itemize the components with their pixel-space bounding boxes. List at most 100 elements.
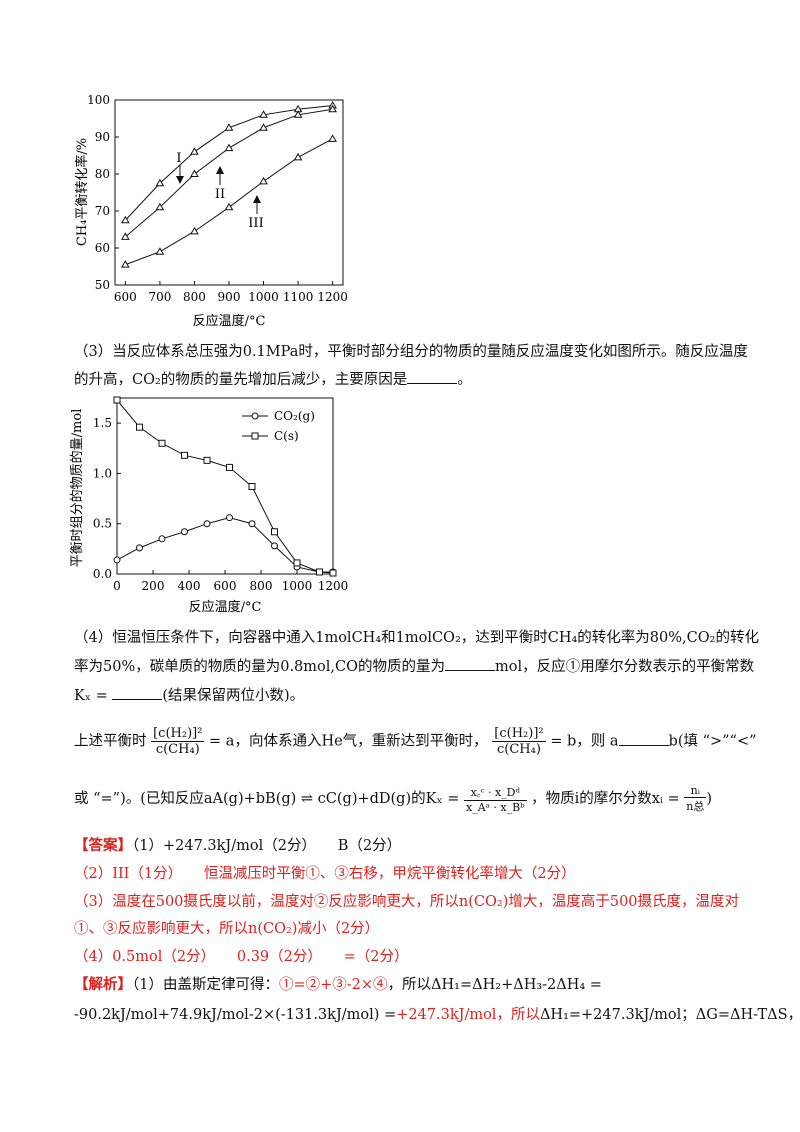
series-c-point: [181, 451, 188, 459]
series-co2-point: [113, 556, 121, 564]
series-III-line: [125, 138, 333, 266]
frac-h2-ch4-b: [c(H₂)]² c(CH₄): [492, 726, 546, 757]
moles-vs-temperature-chart: 0 200 400 600 800 1000 1200 0.0 0.5 1.0 1.5 CO₂(g)…: [69, 396, 349, 615]
chart2-ytick-label: 0.0: [93, 567, 112, 581]
series-III-point: [259, 176, 268, 185]
series-III-point: [293, 152, 303, 161]
q4-line1: （4）恒温恒压条件下，向容器中通入1molCH₄和1molCO₂，达到平衡时CH…: [74, 630, 759, 646]
series-c-point: [226, 463, 233, 471]
chart1-ytick-label: 70: [95, 204, 110, 218]
chart2-xtick-label: 1200: [318, 579, 349, 593]
chart1-xtick-label: 700: [148, 290, 171, 304]
chart2-xlabel: 反应温度/°C: [189, 599, 262, 615]
frac-h2-ch4-a: [c(H₂)]² c(CH₄): [151, 726, 205, 757]
chart1-xtick-label: 1200: [317, 290, 348, 304]
chart1-xtick-label: 1100: [283, 290, 314, 304]
series-III-point: [190, 226, 199, 235]
chart2-xtick-label: 600: [214, 579, 237, 593]
q4-line4: 上述平衡时 [c(H₂)]² c(CH₄) = a，向体系通入He气，重新达到平衡…: [74, 726, 757, 757]
chart2-frame: [116, 397, 334, 575]
series-co2-point: [226, 514, 233, 522]
q3-line1: （3）当反应体系总压强为0.1MPa时，平衡时部分组分的物质的量随反应温度变化如…: [74, 344, 748, 360]
chart1-xtick-label: 1000: [248, 290, 279, 304]
series-I-point: [155, 178, 165, 187]
series-c-point: [158, 439, 166, 447]
q3-answer-blank[interactable]: [407, 369, 458, 384]
chart2-legend: CO₂(g) C(s): [242, 409, 315, 443]
chart1-ytick-label: 100: [87, 93, 110, 107]
series-c-point: [136, 423, 143, 431]
q4-kx-blank[interactable]: [112, 685, 163, 700]
chart2-ylabel: 平衡时组分的物质的量/mol: [69, 409, 85, 568]
chart1-xlabel: 反应温度/°C: [193, 313, 266, 329]
chart2-xtick-label: 1000: [282, 579, 313, 593]
series-I-point: [190, 147, 199, 155]
answer-line2: （2）III（1分） 恒温减压时平衡①、③右移，甲烷平衡转化率增大（2分）: [74, 866, 576, 882]
analysis-label: 【解析】: [74, 976, 132, 993]
chart1-xtick-label: 600: [114, 290, 137, 304]
svg-text:I: I: [176, 151, 181, 166]
series-II-point: [224, 143, 234, 152]
chart2-xtick-label: 400: [178, 579, 201, 593]
series-I-point: [120, 215, 130, 224]
svg-text:III: III: [248, 216, 263, 231]
answer-line3a: （3）温度在500摄氏度以前，温度对②反应影响更大，所以n(CO₂)增大，温度高…: [74, 894, 740, 910]
series-co2-point: [271, 542, 278, 550]
q4-line5: 或 “=”)。(已知反应aA(g)+bB(g) ⇌ cC(g)+dD(g)的Kₓ…: [74, 784, 713, 814]
series-II-point: [328, 104, 338, 113]
series-c-point: [203, 456, 211, 464]
ch4-conversion-chart: 600 700 800 900 1000 1100 1200 50 60 70 80 90 100 反应…: [74, 93, 348, 329]
series-co2-point: [136, 544, 143, 552]
series-co2-point: [158, 535, 166, 543]
chart1-xtick-label: 800: [183, 290, 206, 304]
series-I-point: [259, 110, 268, 118]
chart2-ytick-label: 1.5: [93, 416, 112, 430]
q3-line2: 的升高，CO₂的物质的量先增加后减少，主要原因是。: [74, 368, 472, 389]
series-c-point: [271, 528, 278, 536]
series-co2-point: [181, 528, 188, 536]
series-II-point: [155, 202, 165, 211]
svg-text:II: II: [215, 187, 225, 202]
label-II: II: [215, 166, 225, 202]
q4-line3: Kₓ = (结果保留两位小数)。: [74, 684, 304, 705]
frac-kx: x꜀ᶜ · x_Dᵈ x_Aᵃ · x_Bᵇ: [463, 785, 527, 814]
series-III-point: [224, 202, 234, 211]
series-III-point: [328, 134, 338, 142]
series-III-point: [120, 260, 130, 268]
label-III: III: [248, 195, 264, 231]
answer-line1: 【答案】（1）+247.3kJ/mol（2分） B（2分）: [74, 837, 402, 854]
series-c-point: [293, 559, 301, 567]
series-II-point: [120, 232, 130, 240]
q4-compare-blank[interactable]: [618, 731, 669, 746]
chart2-ytick-label: 0.5: [93, 517, 112, 531]
chart1-ytick-label: 90: [95, 130, 110, 144]
analysis-line1: 【解析】（1）由盖斯定律可得：①=②+③-2×④，所以ΔH₁=ΔH₂+ΔH₃-2…: [74, 976, 602, 993]
series-I-point: [224, 123, 234, 131]
chart1-ylabel: CH₄平衡转化率/%: [74, 138, 90, 246]
chart1-ytick-label: 80: [95, 167, 110, 181]
series-III-point: [155, 247, 165, 255]
series-II-point: [293, 110, 303, 118]
q4-co-blank[interactable]: [445, 656, 495, 671]
chart1-xtick-label: 900: [218, 290, 241, 304]
series-II-point: [190, 169, 199, 177]
chart2-xtick-label: 800: [250, 579, 273, 593]
analysis-line2: -90.2kJ/mol+74.9kJ/mol-2×(-131.3kJ/mol) …: [74, 1007, 800, 1023]
series-c-line: [116, 399, 334, 574]
frac-xi: nᵢ n总: [684, 784, 707, 813]
chart2-xtick-label: 200: [142, 579, 165, 593]
series-co2-line: [116, 517, 333, 573]
label-I: I: [176, 151, 184, 184]
chart2-ytick-label: 1.0: [93, 466, 112, 480]
q4-line2: 率为50%，碳单质的物质的量为0.8mol,CO的物质的量为 mol，反应①用摩尔…: [74, 655, 754, 676]
series-c-point: [316, 568, 323, 576]
series-II-point: [259, 123, 268, 131]
chart1-ytick-label: 60: [95, 241, 110, 255]
series-c-point: [248, 483, 256, 491]
series-co2-point: [203, 520, 211, 528]
chart2-xtick-label: 0: [113, 579, 121, 593]
series-c-point: [113, 396, 121, 404]
series-co2-point: [248, 520, 256, 528]
chart1-ytick-label: 50: [95, 278, 110, 292]
series-c-point: [329, 569, 337, 577]
